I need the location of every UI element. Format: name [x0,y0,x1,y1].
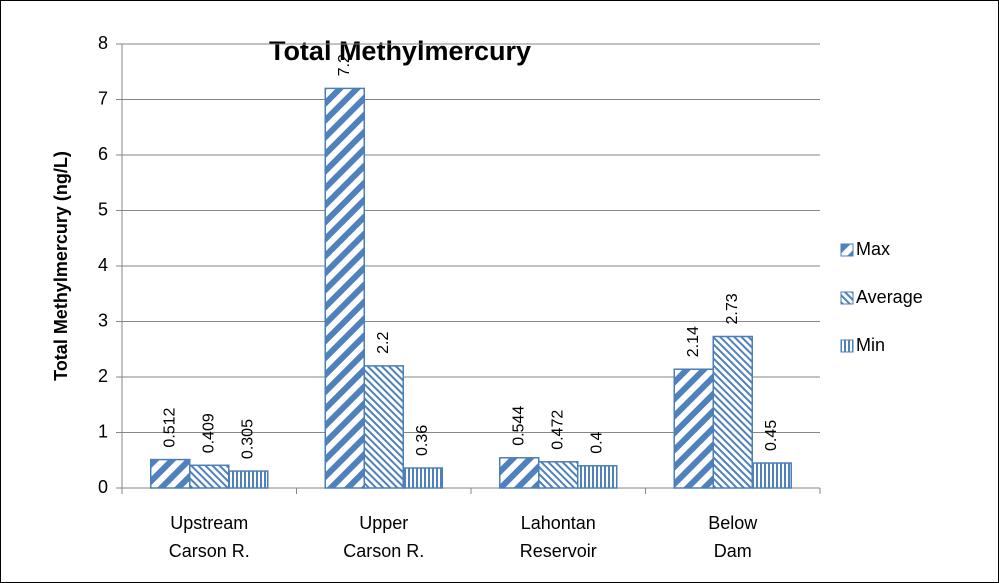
y-tick-label: 7 [98,88,108,108]
x-tick-label: Carson R. [169,541,250,561]
x-tick-label: Upstream [170,513,248,533]
y-tick-label: 1 [98,421,108,441]
value-label: 0.512 [161,407,178,447]
legend-label: Average [856,287,923,307]
x-tick-label: Reservoir [520,541,597,561]
bar [712,335,753,489]
y-tick-label: 3 [98,310,108,330]
bar [324,87,365,489]
y-axis-label: Total Methylmercury (ng/L) [51,151,71,381]
y-tick-label: 6 [98,144,108,164]
value-label: 2.2 [375,332,392,354]
bar [150,458,191,489]
legend-label: Max [856,239,890,259]
x-tick-label: Carson R. [343,541,424,561]
value-label: 2.14 [685,326,702,357]
value-label: 0.45 [763,420,780,451]
bar [363,365,404,489]
value-label: 7.2 [336,54,353,76]
y-tick-label: 4 [98,255,108,275]
value-label: 0.4 [588,431,605,453]
bar [577,465,618,489]
bar [538,461,579,489]
y-tick-label: 5 [98,199,108,219]
y-tick-label: 2 [98,366,108,386]
bar [402,467,443,489]
x-tick-label: Below [708,513,758,533]
value-label: 0.409 [200,413,217,453]
chart-title: Total Methylmercury [269,36,531,66]
legend-swatch [840,291,854,305]
value-label: 2.73 [724,293,741,324]
bar [189,464,230,489]
bar [228,470,269,489]
y-tick-label: 0 [98,477,108,497]
bar [751,462,792,489]
bar [673,368,714,489]
legend-label: Min [856,335,885,355]
x-tick-label: Dam [714,541,752,561]
value-label: 0.544 [510,406,527,446]
value-label: 0.36 [414,425,431,456]
x-tick-label: Lahontan [521,513,596,533]
legend-swatch [840,339,854,353]
legend-swatch [840,243,854,257]
y-tick-label: 8 [98,33,108,53]
value-label: 0.472 [549,410,566,450]
bar [499,457,540,489]
x-tick-label: Upper [359,513,408,533]
value-label: 0.305 [239,419,256,459]
